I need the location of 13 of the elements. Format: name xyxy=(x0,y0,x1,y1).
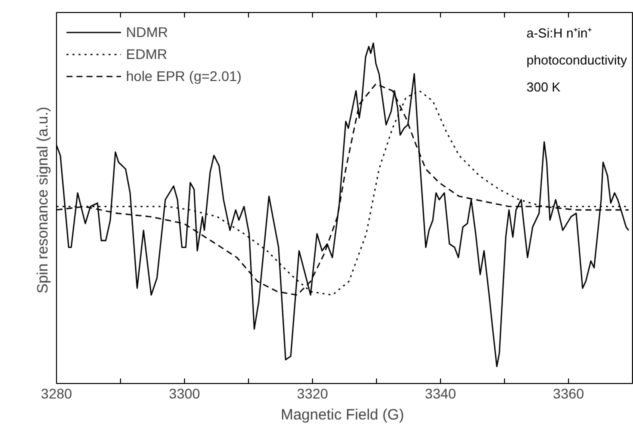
legend-label: NDMR xyxy=(126,24,168,40)
x-tick-label: 3320 xyxy=(296,386,328,402)
text: a-Si:H n⁺in⁺ xyxy=(526,26,592,40)
x-tick-label: 3300 xyxy=(168,386,200,402)
annotation: 300 K xyxy=(526,80,561,94)
legend-label: EDMR xyxy=(126,46,168,62)
x-tick-label: 3360 xyxy=(552,386,584,402)
x-tick-label: 3340 xyxy=(424,386,456,402)
x-axis-title: Magnetic Field (G) xyxy=(280,406,404,424)
y-axis-title: Spin resonance signal (a.u.) xyxy=(34,106,52,294)
x-tick-label: 3280 xyxy=(40,386,72,402)
annotation: photoconductivity xyxy=(526,52,628,68)
legend-label: hole EPR (g=2.01) xyxy=(126,68,242,84)
